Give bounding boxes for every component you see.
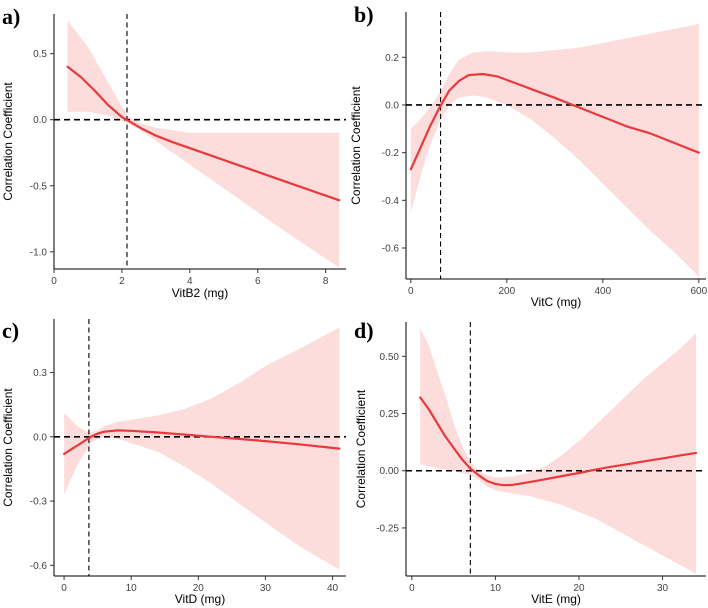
y-tick-label: -0.6 — [30, 561, 48, 572]
panel-d: 0 10 20 30 0.50 0.25 0.00 -0.25 VitE (mg) Correla… — [354, 318, 706, 606]
y-tick-label: -1.0 — [30, 247, 48, 258]
panel-label: d) — [354, 318, 374, 343]
y-tick-label: 0.2 — [385, 53, 399, 64]
confidence-band — [410, 23, 699, 277]
fit-line — [419, 396, 698, 487]
y-axis-title: Correlation Coefficient — [1, 82, 15, 201]
y-tick-label: 0.3 — [33, 368, 47, 379]
panel-a: 0 2 4 6 8 0.5 0.0 -0.5 -1.0 VitB2 (mg) Correlation… — [1, 4, 346, 300]
x-tick-label: 30 — [657, 583, 669, 594]
x-tick-label: 6 — [255, 276, 261, 287]
x-tick-label: 30 — [260, 583, 272, 594]
confidence-band — [420, 328, 696, 574]
y-tick-label: 0.0 — [33, 432, 47, 443]
x-tick-label: 20 — [193, 583, 205, 594]
x-axis-title: VitE (mg) — [531, 592, 581, 606]
y-tick-label: 0.0 — [385, 100, 399, 111]
panel-label: c) — [2, 318, 19, 343]
y-tick-label: 0.50 — [380, 352, 400, 363]
x-tick-label: 0 — [51, 276, 57, 287]
x-tick-label: 10 — [490, 583, 502, 594]
y-tick-label: -0.2 — [382, 148, 400, 159]
y-axis-title: Correlation Coefficient — [1, 388, 15, 507]
x-tick-label: 10 — [126, 583, 138, 594]
y-tick-label: -0.6 — [382, 244, 400, 255]
x-tick-label: 200 — [498, 286, 515, 297]
panel-b: 0 200 400 600 0.2 0.0 -0.2 -0.4 -0.6 VitC (mg) Cor… — [349, 2, 708, 309]
fit-line — [409, 72, 700, 171]
x-tick-label: 4 — [187, 276, 193, 287]
fit-line — [66, 65, 341, 202]
panel-c: 0 10 20 30 40 0.3 0.0 -0.3 -0.6 VitD (mg) Correlat… — [1, 318, 346, 606]
x-tick-label: 20 — [573, 583, 585, 594]
y-axis-title: Correlation Coefficient — [354, 389, 368, 508]
confidence-band — [64, 327, 340, 570]
x-tick-label: 40 — [327, 583, 339, 594]
panel-label: a) — [2, 4, 20, 29]
panel-label: b) — [354, 2, 374, 27]
x-tick-label: 0 — [409, 583, 415, 594]
y-tick-label: 0.00 — [380, 466, 400, 477]
y-tick-label: 0.5 — [33, 49, 47, 60]
x-tick-label: 0 — [408, 286, 414, 297]
confidence-band — [67, 20, 340, 268]
x-axis-title: VitB2 (mg) — [172, 286, 228, 300]
x-axis-title: VitD (mg) — [175, 592, 225, 606]
fit-line — [62, 429, 341, 455]
x-tick-label: 400 — [594, 286, 611, 297]
x-tick-label: 2 — [119, 276, 125, 287]
y-tick-label: -0.4 — [382, 196, 400, 207]
y-axis-title: Correlation Coefficient — [349, 86, 363, 205]
x-tick-label: 0 — [61, 583, 67, 594]
y-tick-label: -0.25 — [376, 523, 399, 534]
y-tick-label: -0.5 — [30, 181, 48, 192]
y-tick-label: 0.0 — [33, 115, 47, 126]
x-tick-label: 600 — [690, 286, 707, 297]
x-axis-title: VitC (mg) — [531, 295, 581, 309]
y-tick-label: -0.3 — [30, 497, 48, 508]
y-tick-label: 0.25 — [380, 409, 400, 420]
x-tick-label: 8 — [323, 276, 329, 287]
